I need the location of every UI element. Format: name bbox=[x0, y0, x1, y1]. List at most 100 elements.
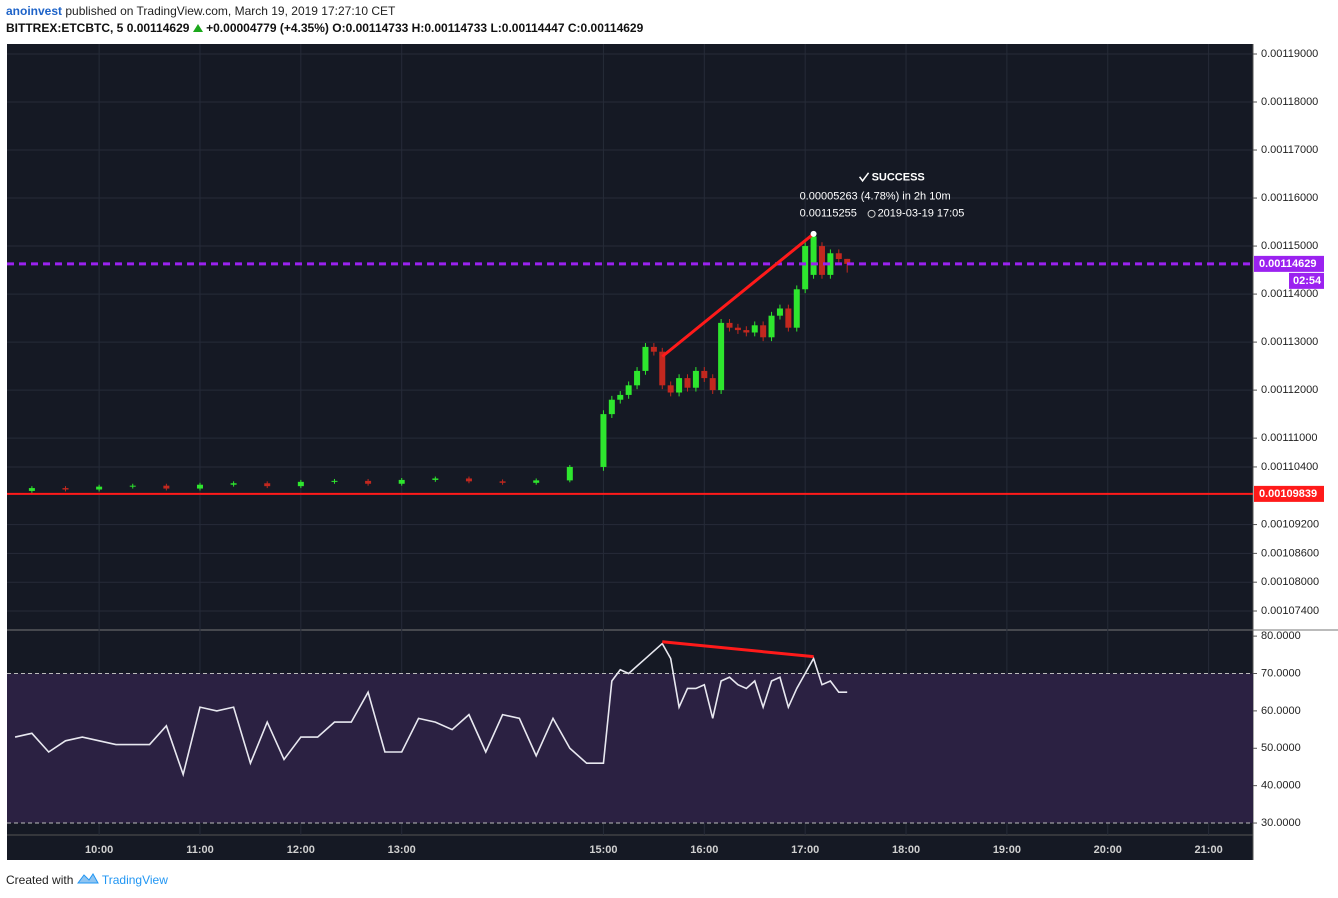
candle-body bbox=[499, 481, 506, 483]
candle-body bbox=[625, 385, 632, 395]
y-tick-label: 0.00109200 bbox=[1261, 518, 1319, 530]
rsi-band bbox=[7, 673, 1253, 824]
y-tick-label: 30.0000 bbox=[1261, 817, 1301, 829]
candle-body bbox=[650, 346, 657, 352]
candle-body bbox=[768, 315, 775, 338]
price-tag-label: 0.00109839 bbox=[1259, 488, 1317, 500]
y-tick-label: 0.00108600 bbox=[1261, 547, 1319, 559]
candle-body bbox=[600, 414, 607, 467]
candle-body bbox=[743, 330, 750, 333]
candle-body bbox=[776, 308, 783, 316]
price-tag bbox=[1254, 485, 1324, 502]
x-tick-label: 16:00 bbox=[690, 844, 718, 856]
y-tick-label: 0.00111000 bbox=[1261, 432, 1317, 444]
y-tick-label: 0.00115000 bbox=[1261, 240, 1318, 252]
annotation-date: 2019-03-19 17:05 bbox=[878, 208, 965, 220]
y-tick-label: 60.0000 bbox=[1261, 705, 1301, 717]
y-tick-label: 50.0000 bbox=[1261, 742, 1301, 754]
candle-body bbox=[331, 480, 338, 482]
candle-body bbox=[734, 327, 741, 331]
y-tick-label: 40.0000 bbox=[1261, 780, 1301, 792]
clock-icon bbox=[867, 209, 876, 218]
x-tick-label: 13:00 bbox=[388, 844, 416, 856]
candle-body bbox=[818, 246, 825, 275]
y-tick-label: 0.00117000 bbox=[1261, 144, 1318, 156]
candle-body bbox=[566, 466, 573, 481]
timer-tag bbox=[1289, 272, 1324, 289]
divergence-line bbox=[662, 640, 814, 659]
c-label: C: bbox=[567, 21, 581, 35]
candle-body bbox=[297, 481, 304, 487]
candle-body bbox=[533, 480, 540, 483]
x-tick-label: 15:00 bbox=[589, 844, 617, 856]
annotation-status: SUCCESS bbox=[872, 172, 925, 184]
candle-body bbox=[264, 483, 271, 487]
candle-body bbox=[634, 370, 641, 386]
trend-line bbox=[661, 232, 815, 358]
candle-body bbox=[709, 378, 716, 391]
timer: 02:54 bbox=[1293, 275, 1322, 287]
author[interactable]: anoinvest bbox=[6, 4, 63, 18]
candle-body bbox=[642, 346, 649, 371]
y-tick-label: 80.0000 bbox=[1261, 630, 1301, 642]
annotation-price: 0.00115255 bbox=[800, 208, 857, 220]
check-icon bbox=[858, 172, 870, 183]
y-tick-label: 0.00118000 bbox=[1261, 96, 1318, 108]
candle-body bbox=[684, 378, 691, 388]
candle-body bbox=[465, 478, 472, 482]
candle-body bbox=[802, 246, 809, 290]
x-tick-label: 17:00 bbox=[791, 844, 819, 856]
annotation-text: 0.00005263 (4.78%) in 2h 10m bbox=[800, 191, 951, 203]
y-tick-label: 70.0000 bbox=[1261, 667, 1301, 679]
chart-background bbox=[7, 44, 1254, 860]
candle-body bbox=[793, 289, 800, 328]
c-value: 0.00114629 bbox=[580, 21, 644, 35]
publish-line: anoinvest published on TradingView.com, … bbox=[6, 4, 395, 18]
candle-body bbox=[827, 253, 834, 275]
candle-body bbox=[230, 483, 237, 485]
symbol-line: BITTREX:ETCBTC, 5 0.00114629 +0.00004779… bbox=[6, 21, 643, 35]
candle-body bbox=[726, 322, 733, 328]
y-tick-label: 0.00114000 bbox=[1261, 288, 1318, 300]
brand[interactable]: TradingView bbox=[101, 873, 168, 887]
candle-body bbox=[28, 488, 35, 491]
x-tick-label: 19:00 bbox=[993, 844, 1021, 856]
x-tick-label: 20:00 bbox=[1094, 844, 1122, 856]
axis-background bbox=[1253, 44, 1338, 860]
candle-body bbox=[760, 325, 767, 338]
candle-body bbox=[718, 322, 725, 391]
o-label: O: bbox=[332, 21, 346, 35]
candle-body bbox=[398, 479, 405, 484]
last-price-tag bbox=[1254, 255, 1324, 272]
plot-layer: 10:00 11:00 12:00 13:00 15:00 16:00 17:00 18:00… bbox=[7, 44, 1324, 856]
candle-body bbox=[844, 258, 851, 264]
candle-body bbox=[163, 485, 170, 489]
y-tick-label: 0.00119000 bbox=[1261, 48, 1318, 60]
candle-body bbox=[835, 253, 842, 260]
footer: Created with TradingView bbox=[6, 872, 168, 887]
h-label: H: bbox=[411, 21, 425, 35]
candle-body bbox=[751, 325, 758, 333]
last-price-label: 0.00114629 bbox=[1259, 258, 1317, 270]
candle-body bbox=[62, 488, 69, 490]
candle-body bbox=[365, 480, 372, 484]
up-arrow bbox=[192, 24, 203, 32]
candle-body bbox=[676, 378, 683, 393]
candle-body bbox=[659, 351, 666, 386]
x-tick-label: 10:00 bbox=[85, 844, 113, 856]
symbol: BITTREX:ETCBTC, 5 bbox=[6, 21, 124, 35]
x-tick-label: 12:00 bbox=[287, 844, 315, 856]
tv-logo bbox=[76, 873, 99, 884]
change: +0.00004779 (+4.35%) bbox=[206, 21, 329, 35]
x-tick-label: 21:00 bbox=[1195, 844, 1223, 856]
y-tick-label: 0.00112000 bbox=[1261, 384, 1318, 396]
candle-body bbox=[432, 478, 439, 480]
rsi-line bbox=[14, 642, 848, 778]
y-tick-label: 0.00113000 bbox=[1261, 336, 1318, 348]
last-price: 0.00114629 bbox=[126, 21, 190, 35]
y-tick-label: 0.00108000 bbox=[1261, 576, 1319, 588]
x-tick-label: 11:00 bbox=[186, 844, 214, 856]
y-tick-label: 0.00110400 bbox=[1261, 461, 1318, 473]
